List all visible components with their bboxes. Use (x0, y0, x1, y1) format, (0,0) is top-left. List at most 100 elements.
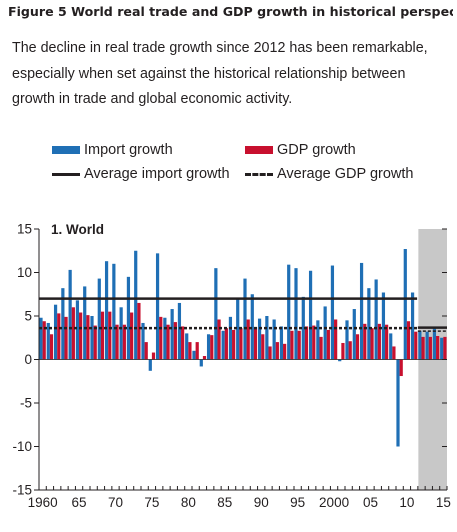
gdp-growth-bar (130, 312, 134, 360)
import-growth-bar (185, 333, 189, 360)
import-growth-bar (418, 330, 422, 360)
gdp-growth-bar (341, 342, 345, 360)
import-growth-bar (46, 322, 50, 360)
gdp-growth-bar (100, 311, 105, 360)
gdp-growth-bar (202, 356, 207, 360)
gdp-growth-bar (42, 321, 46, 360)
gdp-growth-bar (283, 343, 287, 360)
import-growth-bar (53, 304, 58, 360)
import-growth-bar (75, 300, 80, 360)
gdp-growth-bar (188, 342, 192, 360)
gdp-growth-bar (224, 328, 228, 360)
gdp-growth-bar (144, 342, 148, 360)
import-growth-bar (112, 263, 116, 360)
import-growth-bar (228, 316, 233, 360)
import-growth-bar (170, 309, 174, 360)
import-growth-bar (39, 317, 43, 360)
import-growth-bar (119, 307, 123, 360)
import-growth-bar (374, 279, 378, 360)
import-growth-bar (250, 294, 254, 360)
import-growth-bar (243, 278, 247, 360)
gdp-growth-bar (297, 330, 301, 360)
gdp-growth-bar (173, 322, 177, 360)
figure-title: Figure 5 World real trade and GDP growth… (8, 4, 453, 19)
import-growth-bar (61, 288, 65, 360)
x-tick-label: 1960 (28, 495, 58, 510)
gdp-growth-bar (86, 315, 90, 360)
gdp-growth-bar (115, 324, 119, 360)
y-tick-label: -10 (12, 439, 32, 454)
import-growth-bar (126, 276, 131, 360)
import-growth-bar (104, 261, 109, 360)
import-growth-bar (345, 320, 349, 360)
y-tick-label: 5 (24, 309, 32, 324)
gdp-growth-bar (334, 319, 338, 360)
x-tick-label: 90 (254, 495, 269, 510)
gdp-growth-bar (326, 329, 330, 360)
x-tick-label: 05 (363, 495, 378, 510)
gdp-growth-bar (49, 334, 54, 360)
gdp-growth-bar (108, 311, 112, 360)
gdp-growth-bar (268, 346, 272, 360)
gdp-growth-bar (64, 316, 68, 360)
import-growth-bar (148, 359, 152, 371)
import-growth-bar (141, 322, 145, 360)
gdp-growth-bar (239, 328, 243, 360)
gdp-growth-bar (312, 325, 316, 360)
import-growth-bar (90, 316, 94, 360)
gdp-growth-bar (71, 307, 75, 360)
x-tick-label: 2000 (319, 495, 349, 510)
import-growth-bar (177, 302, 182, 360)
x-tick-label: 15 (436, 495, 451, 510)
import-growth-bar (301, 296, 305, 360)
gdp-growth-bar (399, 359, 403, 377)
gdp-growth-bar (414, 331, 418, 360)
import-growth-bar (359, 262, 364, 360)
import-growth-bar (199, 359, 203, 367)
import-growth-bar (279, 326, 284, 360)
x-tick-label: 65 (72, 495, 87, 510)
y-tick-label: 10 (17, 265, 32, 280)
gdp-growth-bar (355, 334, 360, 360)
gdp-growth-bar (253, 327, 258, 360)
gdp-growth-bar (421, 336, 425, 360)
gdp-growth-bar (319, 336, 323, 360)
import-growth-bar (308, 270, 313, 360)
import-growth-bar (214, 268, 218, 360)
import-growth-bar (134, 250, 138, 360)
import-growth-bar (389, 333, 393, 360)
import-growth-bar (330, 265, 335, 360)
gdp-growth-bar (436, 336, 440, 360)
figure-subtitle: The decline in real trade growth since 2… (12, 40, 428, 107)
gdp-growth-bar (232, 329, 236, 360)
gdp-growth-bar (57, 313, 61, 360)
x-tick-label: 95 (290, 495, 305, 510)
gdp-growth-bar (370, 328, 374, 360)
gdp-growth-bar (348, 341, 352, 360)
gdp-growth-bar (443, 336, 447, 360)
import-growth-bar (316, 320, 320, 360)
import-growth-bar (396, 359, 400, 447)
import-growth-bar (410, 292, 415, 360)
import-growth-bar (272, 319, 276, 360)
gdp-growth-bar (261, 334, 265, 360)
y-tick-label: -15 (12, 483, 32, 498)
import-growth-bar (221, 330, 225, 360)
x-tick-label: 10 (399, 495, 414, 510)
panel-label: 1. World (51, 222, 104, 237)
gdp-growth-bar (406, 321, 411, 360)
y-tick-label: 15 (17, 222, 32, 237)
x-tick-label: 80 (181, 495, 196, 510)
import-growth-bar (257, 318, 262, 360)
import-growth-bar (97, 278, 101, 360)
gdp-growth-bar (159, 316, 163, 360)
import-growth-bar (206, 334, 211, 360)
gdp-growth-bar (93, 325, 97, 360)
gdp-growth-bar (275, 342, 279, 360)
gdp-growth-bar (166, 324, 170, 360)
gdp-growth-bar (363, 323, 367, 360)
gdp-growth-bar (377, 323, 381, 360)
gdp-growth-bar (392, 346, 396, 360)
gdp-growth-bar (304, 326, 309, 360)
